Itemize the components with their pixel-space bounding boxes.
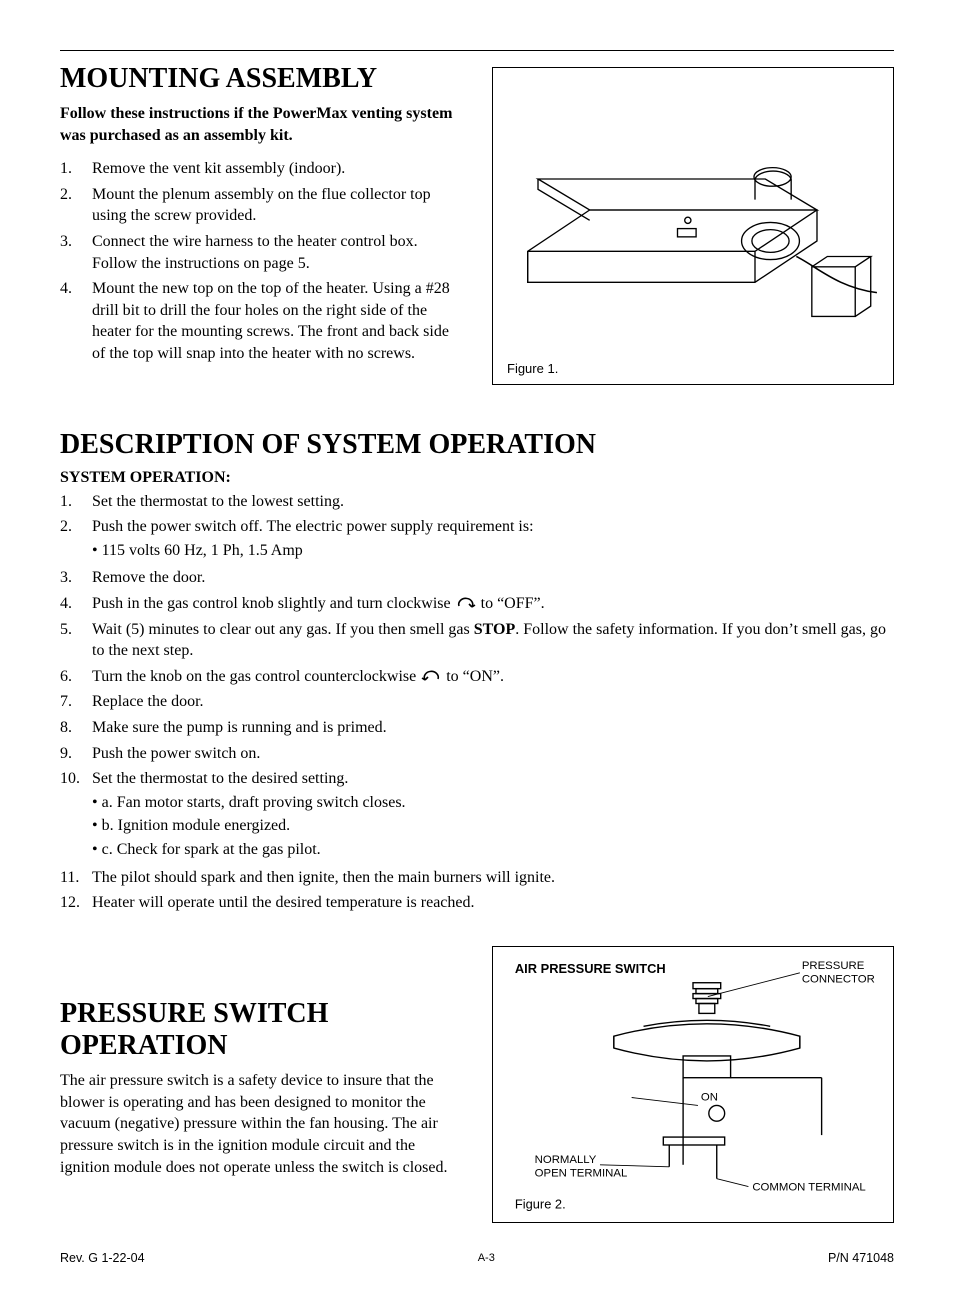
heading-system-op: DESCRIPTION OF SYSTEM OPERATION	[60, 429, 894, 461]
step-2: Mount the plenum assembly on the flue co…	[92, 184, 462, 227]
fig2-label-common: COMMON TERMINAL	[752, 1181, 865, 1193]
op-step-4b: to “OFF”.	[481, 595, 545, 612]
heading-mounting: MOUNTING ASSEMBLY	[60, 63, 462, 95]
op-step-1: Set the thermostat to the lowest setting…	[92, 491, 894, 513]
op-step-6: Turn the knob on the gas control counter…	[92, 666, 894, 688]
fig2-label-no1: NORMALLY	[535, 1154, 597, 1166]
heading-pressure: PRESSURE SWITCH OPERATION	[60, 998, 462, 1062]
op-step-2-text: Push the power switch off. The electric …	[92, 518, 534, 535]
op-step-3: Remove the door.	[92, 567, 894, 589]
op-step-5: Wait (5) minutes to clear out any gas. I…	[92, 619, 894, 662]
section-mounting-assembly: MOUNTING ASSEMBLY Follow these instructi…	[60, 63, 894, 385]
footer-page: A-3	[145, 1252, 828, 1264]
counterclockwise-icon	[420, 669, 442, 685]
op-step-9: Push the power switch on.	[92, 743, 894, 765]
op-step-10: Set the thermostat to the desired settin…	[92, 768, 894, 862]
fig2-label-pc2: CONNECTOR	[802, 973, 875, 985]
step-3: Connect the wire harness to the heater c…	[92, 231, 462, 274]
subheading-system-op: SYSTEM OPERATION:	[60, 469, 894, 487]
figure-2-caption: Figure 2.	[515, 1196, 566, 1211]
op-step-10b: b. Ignition module energized.	[92, 815, 894, 837]
op-step-10-text: Set the thermostat to the desired settin…	[92, 770, 348, 787]
intro-mounting: Follow these instructions if the PowerMa…	[60, 103, 462, 146]
op-step-7: Replace the door.	[92, 691, 894, 713]
op-step-2-sub: 115 volts 60 Hz, 1 Ph, 1.5 Amp	[92, 540, 894, 562]
op-step-10a: a. Fan motor starts, draft proving switc…	[92, 792, 894, 814]
op-step-6b: to “ON”.	[446, 668, 504, 685]
steps-mounting: 1.Remove the vent kit assembly (indoor).…	[60, 158, 462, 364]
clockwise-icon	[455, 596, 477, 612]
op-step-11: The pilot should spark and then ignite, …	[92, 867, 894, 889]
op-step-5a: Wait (5) minutes to clear out any gas. I…	[92, 621, 474, 638]
op-step-8: Make sure the pump is running and is pri…	[92, 717, 894, 739]
op-step-5-stop: STOP	[474, 621, 516, 638]
top-rule	[60, 50, 894, 51]
section-system-operation: DESCRIPTION OF SYSTEM OPERATION SYSTEM O…	[60, 429, 894, 914]
figure-2-box: AIR PRESSURE SWITCH PRESSURE CONNECTOR	[492, 946, 894, 1223]
fig2-label-pc1: PRESSURE	[802, 960, 865, 972]
fig2-label-no2: OPEN TERMINAL	[535, 1167, 628, 1179]
op-step-4a: Push in the gas control knob slightly an…	[92, 595, 451, 612]
step-1: Remove the vent kit assembly (indoor).	[92, 158, 462, 180]
op-step-2: Push the power switch off. The electric …	[92, 516, 894, 563]
op-step-10c: c. Check for spark at the gas pilot.	[92, 839, 894, 861]
op-step-12: Heater will operate until the desired te…	[92, 892, 894, 914]
figure-1-box: Figure 1.	[492, 67, 894, 385]
figure-1-illustration	[507, 86, 879, 355]
fig2-title: AIR PRESSURE SWITCH	[515, 961, 666, 976]
step-4: Mount the new top on the top of the heat…	[92, 278, 462, 364]
steps-system-op: 1.Set the thermostat to the lowest setti…	[60, 491, 894, 914]
body-pressure: The air pressure switch is a safety devi…	[60, 1070, 462, 1178]
figure-2-illustration: AIR PRESSURE SWITCH PRESSURE CONNECTOR	[505, 957, 881, 1214]
fig2-label-on: ON	[701, 1091, 718, 1103]
op-step-4: Push in the gas control knob slightly an…	[92, 593, 894, 615]
section-pressure-switch: PRESSURE SWITCH OPERATION The air pressu…	[60, 942, 894, 1223]
footer-rev: Rev. G 1-22-04	[60, 1251, 145, 1265]
page-footer: Rev. G 1-22-04 A-3 P/N 471048	[60, 1251, 894, 1265]
footer-pn: P/N 471048	[828, 1251, 894, 1265]
op-step-6a: Turn the knob on the gas control counter…	[92, 668, 416, 685]
figure-1-caption: Figure 1.	[507, 361, 879, 376]
